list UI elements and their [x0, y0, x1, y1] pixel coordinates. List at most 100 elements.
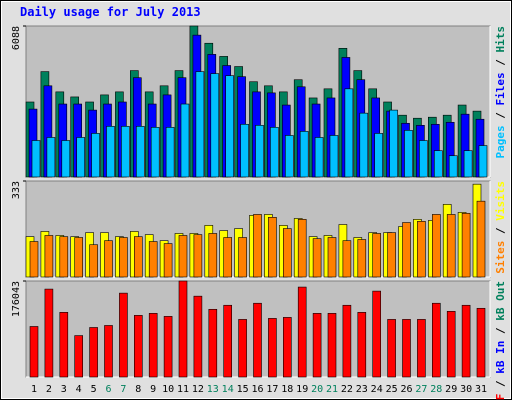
legend-separator: / [494, 321, 507, 341]
x-tick-label: 1 [31, 384, 37, 395]
bar [104, 240, 113, 278]
bar [148, 313, 158, 378]
x-tick-label: 6 [105, 384, 111, 395]
bar [76, 137, 85, 178]
bar [59, 236, 69, 278]
bar [478, 145, 488, 178]
bar [461, 304, 471, 378]
bar [44, 288, 54, 378]
bar [284, 135, 294, 178]
bar [74, 237, 83, 278]
x-tick-label: 31 [475, 384, 487, 395]
bar [419, 140, 428, 178]
bar [134, 236, 143, 278]
bar [327, 237, 337, 278]
x-tick-label: 23 [356, 384, 368, 395]
chart-title: Daily usage for July 2013 [20, 5, 201, 19]
bar [104, 325, 113, 378]
legend-entry: kB Out [494, 281, 507, 321]
x-tick-label: 13 [207, 384, 219, 395]
legend-entry: Files [494, 72, 507, 105]
bar [148, 241, 158, 278]
bar [121, 126, 130, 178]
bar [29, 241, 39, 278]
bar [433, 150, 443, 178]
bar [342, 240, 352, 278]
y-tick-label: 6088 [11, 26, 22, 50]
bar [417, 319, 426, 378]
legend-entry: Sites [494, 241, 507, 274]
x-tick-label: 15 [237, 384, 249, 395]
x-tick-label: 30 [460, 384, 472, 395]
bar [240, 123, 249, 178]
bar [253, 302, 262, 378]
bar [297, 219, 307, 278]
bar [136, 126, 145, 178]
bar [210, 73, 220, 178]
bar [297, 286, 307, 378]
bar [225, 75, 234, 178]
legend-separator: / [494, 221, 507, 241]
bar [389, 109, 398, 178]
legend: Sites / Visits [494, 181, 507, 274]
bar [195, 71, 205, 178]
bar [163, 316, 173, 378]
x-tick-label: 3 [61, 384, 67, 395]
bar [268, 217, 277, 278]
legend-separator: / [494, 374, 507, 394]
bar [327, 313, 337, 378]
bar [448, 155, 458, 178]
bar [106, 126, 115, 178]
bar [282, 228, 292, 278]
x-tick-label: 21 [326, 384, 338, 395]
x-tick-label: 19 [296, 384, 308, 395]
bar [461, 212, 471, 278]
bar [193, 234, 203, 278]
bar [431, 302, 441, 378]
bar [374, 133, 384, 178]
x-tick-label: 7 [120, 384, 126, 395]
bar [150, 127, 160, 178]
bar [178, 280, 188, 378]
x-tick-label: 12 [192, 384, 204, 395]
bar [119, 237, 128, 278]
bar [193, 295, 203, 378]
bar [402, 222, 411, 278]
x-tick-label: 26 [400, 384, 412, 395]
bar [238, 319, 247, 378]
bar [255, 125, 264, 178]
bar [74, 335, 83, 378]
x-tick-label: 11 [177, 384, 189, 395]
bar [31, 140, 41, 178]
x-tick-label: 9 [150, 384, 156, 395]
legend-entry: Visits [494, 181, 507, 221]
x-tick-label: 28 [430, 384, 442, 395]
bar [329, 135, 339, 178]
y-tick-label: 333 [11, 181, 22, 199]
legend-entry: Hits [494, 26, 507, 53]
x-tick-label: 25 [386, 384, 398, 395]
bar [372, 233, 382, 278]
bar [387, 232, 396, 278]
x-tick-label: 16 [251, 384, 263, 395]
x-tick-label: 2 [46, 384, 52, 395]
bar [344, 88, 354, 178]
x-tick-label: 14 [222, 384, 234, 395]
bar [163, 243, 173, 278]
legend-separator: / [494, 53, 507, 73]
bar [282, 317, 292, 378]
bar [44, 235, 54, 278]
legend: kB F / kB In / kB Out [494, 281, 507, 400]
x-tick-label: 4 [76, 384, 82, 395]
x-tick-label: 10 [162, 384, 174, 395]
bar [91, 133, 100, 178]
bar [223, 304, 232, 378]
bar [446, 311, 456, 378]
bar [61, 140, 71, 178]
bar [463, 150, 473, 178]
bar [299, 131, 309, 178]
bar [165, 127, 175, 178]
bar [359, 112, 369, 178]
